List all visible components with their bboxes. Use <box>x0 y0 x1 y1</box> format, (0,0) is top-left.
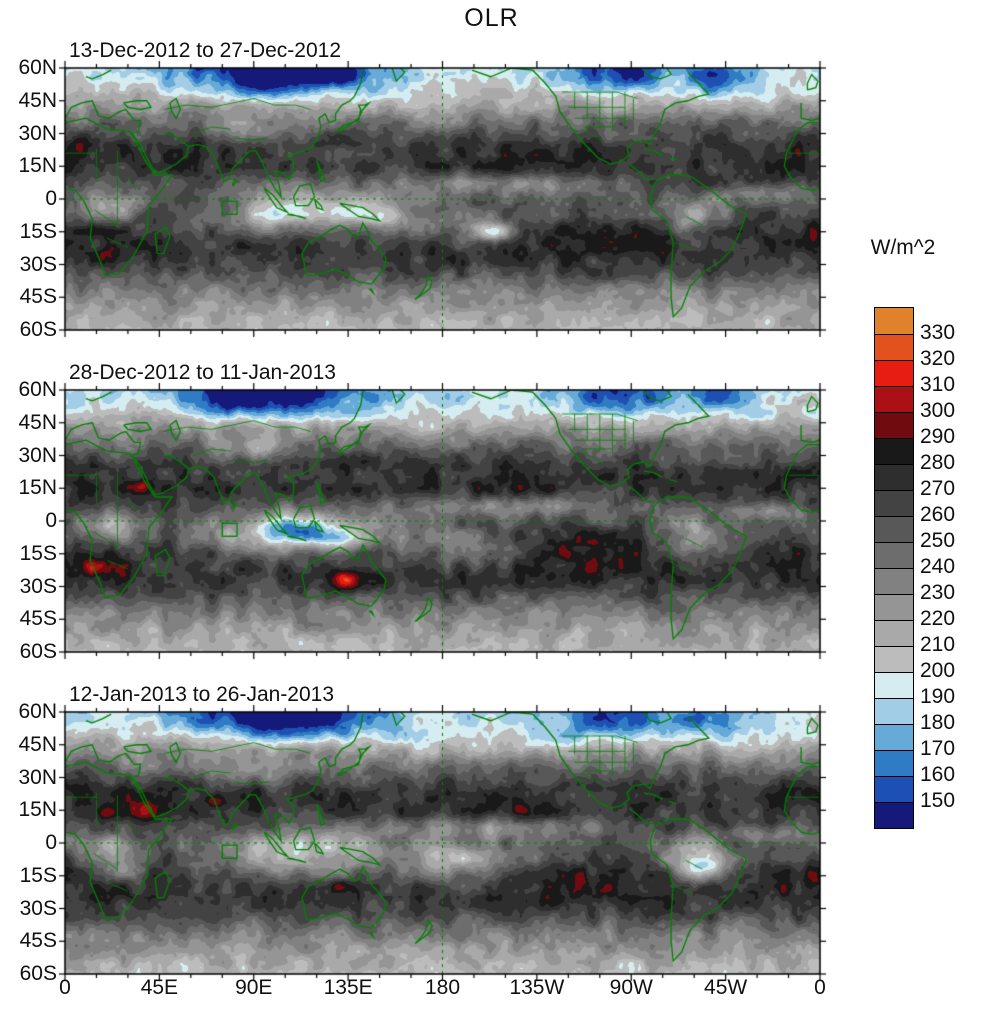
colorbar-tick-label: 150 <box>920 789 956 812</box>
map-canvas-panel-3 <box>55 702 830 984</box>
colorbar-block <box>875 698 913 724</box>
x-tick-label: 0 <box>59 976 71 999</box>
x-tick-label: 135E <box>323 976 373 999</box>
colorbar-block <box>875 776 913 802</box>
colorbar-block <box>875 542 913 568</box>
colorbar-block <box>875 412 913 438</box>
colorbar-unit-label: W/m^2 <box>870 236 936 259</box>
y-tick-label: 45N <box>18 410 57 434</box>
y-tick-label: 60S <box>19 640 57 663</box>
colorbar-tick-label: 310 <box>920 373 956 396</box>
y-tick-label: 0 <box>45 187 57 210</box>
panel-title: 28-Dec-2012 to 11-Jan-2013 <box>69 361 336 384</box>
colorbar-block <box>875 386 913 412</box>
colorbar-tick-label: 280 <box>920 451 956 474</box>
map-canvas-panel-1 <box>55 58 830 340</box>
colorbar-block <box>875 516 913 542</box>
colorbar-block <box>875 360 913 386</box>
colorbar-tick-label: 320 <box>920 347 956 370</box>
colorbar <box>874 307 914 829</box>
colorbar-block <box>875 490 913 516</box>
colorbar-block <box>875 620 913 646</box>
map-canvas-panel-2 <box>55 380 830 662</box>
chart-title: OLR <box>464 4 519 32</box>
colorbar-tick-label: 250 <box>920 529 956 552</box>
y-tick-label: 30S <box>19 896 57 920</box>
y-tick-label: 60N <box>18 378 57 401</box>
colorbar-tick-label: 270 <box>920 477 956 500</box>
colorbar-block <box>875 750 913 776</box>
colorbar-tick-label: 240 <box>920 555 956 578</box>
y-tick-label: 60N <box>18 56 57 79</box>
y-tick-label: 15N <box>18 154 57 178</box>
y-tick-label: 60S <box>19 318 57 341</box>
colorbar-tick-label: 300 <box>920 399 956 422</box>
colorbar-tick-label: 260 <box>920 503 956 526</box>
colorbar-block <box>875 672 913 698</box>
panel-title: 13-Dec-2012 to 27-Dec-2012 <box>69 39 341 62</box>
colorbar-block <box>875 464 913 490</box>
colorbar-block <box>875 646 913 672</box>
y-tick-label: 45N <box>18 88 57 112</box>
y-tick-label: 45S <box>19 929 57 953</box>
colorbar-tick-label: 210 <box>920 633 956 656</box>
x-tick-label: 135W <box>509 976 565 999</box>
y-tick-label: 15S <box>19 541 57 565</box>
y-tick-label: 45S <box>19 285 57 309</box>
colorbar-tick-label: 290 <box>920 425 956 448</box>
x-tick-label: 0 <box>814 976 826 999</box>
x-tick-label: 45W <box>704 976 748 999</box>
colorbar-block <box>875 594 913 620</box>
y-tick-label: 60N <box>18 700 57 723</box>
y-tick-label: 30N <box>18 765 57 789</box>
x-tick-label: 90E <box>235 976 273 999</box>
colorbar-tick-label: 180 <box>920 711 956 734</box>
x-tick-label: 45E <box>140 976 179 999</box>
y-tick-label: 60S <box>19 962 57 985</box>
colorbar-block <box>875 802 913 828</box>
colorbar-block <box>875 724 913 750</box>
y-tick-label: 15S <box>19 219 57 243</box>
y-tick-label: 30S <box>19 252 57 276</box>
y-tick-label: 15N <box>18 798 57 822</box>
y-tick-label: 30N <box>18 121 57 145</box>
y-tick-label: 45S <box>19 607 57 631</box>
colorbar-tick-label: 220 <box>920 607 956 630</box>
x-tick-label: 180 <box>424 976 461 999</box>
colorbar-block <box>875 438 913 464</box>
colorbar-tick-label: 170 <box>920 737 956 760</box>
panel-title: 12-Jan-2013 to 26-Jan-2013 <box>69 683 335 706</box>
colorbar-block <box>875 308 913 334</box>
y-tick-label: 0 <box>45 831 57 854</box>
colorbar-tick-label: 230 <box>920 581 956 604</box>
x-tick-label: 90W <box>609 976 653 999</box>
colorbar-tick-label: 200 <box>920 659 956 682</box>
colorbar-block <box>875 334 913 360</box>
y-tick-label: 45N <box>18 732 57 756</box>
colorbar-block <box>875 568 913 594</box>
y-tick-label: 0 <box>45 509 57 532</box>
y-tick-label: 30S <box>19 574 57 598</box>
y-tick-label: 15S <box>19 863 57 887</box>
colorbar-tick-label: 190 <box>920 685 956 708</box>
y-tick-label: 15N <box>18 476 57 500</box>
y-tick-label: 30N <box>18 443 57 467</box>
colorbar-tick-label: 330 <box>920 321 956 344</box>
colorbar-tick-label: 160 <box>920 763 956 786</box>
